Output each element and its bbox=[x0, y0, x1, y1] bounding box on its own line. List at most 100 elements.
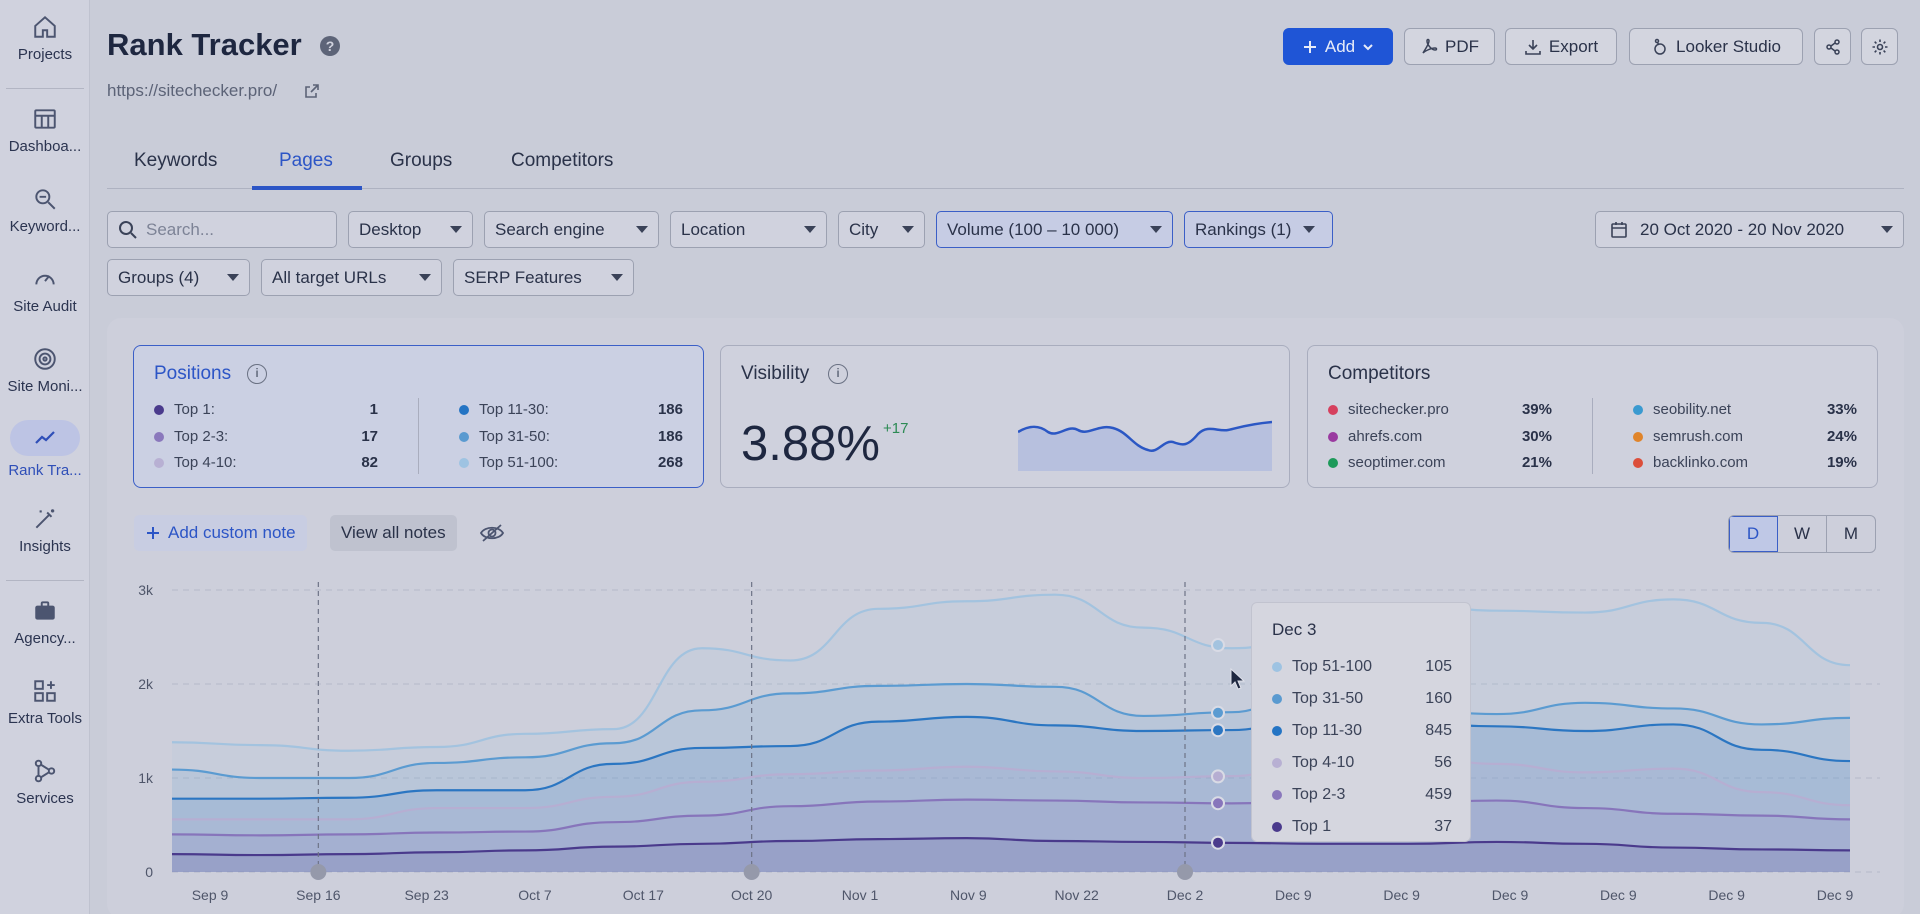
info-icon[interactable]: i bbox=[247, 364, 267, 384]
gear-icon bbox=[1872, 39, 1887, 54]
rankings-filter[interactable]: Rankings (1) bbox=[1184, 211, 1333, 248]
tooltip-label: Top 4-10 bbox=[1292, 754, 1355, 771]
series-line[interactable] bbox=[171, 798, 1851, 837]
settings-button[interactable] bbox=[1861, 28, 1898, 65]
sidebar-item-agency[interactable]: Agency... bbox=[0, 598, 90, 647]
export-button[interactable]: Export bbox=[1505, 28, 1617, 65]
add-custom-note-button[interactable]: Add custom note bbox=[134, 515, 307, 551]
note-marker-icon[interactable] bbox=[1177, 864, 1193, 880]
tab-pages[interactable]: Pages bbox=[279, 150, 333, 171]
legend-dot bbox=[154, 457, 164, 468]
info-icon[interactable]: i bbox=[828, 364, 848, 384]
magic-wand-icon bbox=[35, 509, 55, 529]
tab-competitors[interactable]: Competitors bbox=[511, 150, 614, 171]
tooltip-label: Top 2-3 bbox=[1292, 786, 1346, 803]
legend-dot bbox=[1272, 726, 1282, 736]
volume-filter[interactable]: Volume (100 – 10 000) bbox=[936, 211, 1173, 248]
granularity-week[interactable]: W bbox=[1778, 516, 1827, 552]
row-value: 1 bbox=[369, 401, 378, 418]
date-range-label: 20 Oct 2020 - 20 Nov 2020 bbox=[1640, 219, 1845, 239]
competitor-row: seobility.net 33% bbox=[1633, 401, 1857, 418]
location-filter[interactable]: Location bbox=[670, 211, 827, 248]
legend-dot bbox=[459, 404, 469, 415]
sidebar-item-site-monitoring[interactable]: Site Moni... bbox=[0, 346, 90, 395]
tooltip-date: Dec 3 bbox=[1272, 620, 1317, 639]
series-line[interactable] bbox=[171, 712, 1851, 800]
eye-off-icon[interactable] bbox=[479, 523, 505, 543]
add-note-label: Add custom note bbox=[168, 523, 296, 542]
search-engine-filter[interactable]: Search engine bbox=[484, 211, 659, 248]
serp-features-filter[interactable]: SERP Features bbox=[453, 259, 634, 296]
view-notes-label: View all notes bbox=[341, 523, 446, 542]
search-input[interactable]: Search... bbox=[107, 211, 337, 248]
row-label: Top 4-10: bbox=[174, 454, 237, 471]
series-line[interactable] bbox=[172, 754, 1851, 821]
home-icon bbox=[34, 15, 56, 38]
row-label: Top 2-3: bbox=[174, 428, 229, 445]
positions-card[interactable]: Positions i Top 1: 1 Top 2-3: 17 Top 4-10:… bbox=[133, 345, 704, 488]
monitor-icon bbox=[34, 348, 56, 370]
legend-dot bbox=[1272, 758, 1282, 768]
looker-icon bbox=[1654, 38, 1666, 55]
sidebar-item-services[interactable]: Services bbox=[0, 758, 90, 807]
trend-line-icon bbox=[35, 431, 55, 444]
legend-dot bbox=[1328, 431, 1338, 442]
pdf-icon bbox=[1422, 38, 1438, 54]
gauge-icon bbox=[35, 274, 55, 285]
rank-chart[interactable]: 0 1k 2k 3k Sep 9 Sep 16 Sep 23 Oct 7 Oct 17 Oct … bbox=[107, 570, 1904, 910]
series-line[interactable] bbox=[171, 593, 1851, 752]
sidebar-item-keywords[interactable]: Keyword... bbox=[0, 186, 90, 235]
sidebar-item-rank-tracker[interactable]: Rank Tra... bbox=[0, 420, 90, 479]
legend-dot bbox=[1328, 457, 1338, 468]
looker-studio-button[interactable]: Looker Studio bbox=[1629, 28, 1803, 65]
row-label: seobility.net bbox=[1653, 401, 1732, 418]
positions-row: Top 4-10: 82 bbox=[154, 454, 378, 471]
note-marker-icon[interactable] bbox=[310, 864, 327, 880]
series-line[interactable] bbox=[171, 680, 1851, 780]
project-url[interactable]: https://sitechecker.pro/ bbox=[107, 81, 278, 100]
visibility-card[interactable]: Visibility i 3.88% +17 bbox=[720, 345, 1290, 488]
sidebar-item-insights[interactable]: Insights bbox=[0, 506, 90, 555]
row-label: backlinko.com bbox=[1653, 454, 1749, 471]
sidebar-item-label: Rank Tra... bbox=[8, 462, 82, 479]
device-filter-label: Desktop bbox=[359, 219, 422, 239]
hover-point bbox=[1211, 638, 1225, 653]
series-area bbox=[172, 838, 1850, 872]
city-filter[interactable]: City bbox=[838, 211, 925, 248]
row-label: Top 31-50: bbox=[479, 428, 550, 445]
date-range-picker[interactable]: 20 Oct 2020 - 20 Nov 2020 bbox=[1595, 211, 1904, 248]
note-marker-icon[interactable] bbox=[743, 864, 760, 880]
tab-groups[interactable]: Groups bbox=[390, 150, 453, 171]
x-tick-label: Dec 9 bbox=[1708, 887, 1745, 903]
sidebar-item-extra-tools[interactable]: Extra Tools bbox=[0, 678, 90, 727]
sidebar-item-projects[interactable]: Projects bbox=[0, 14, 90, 63]
granularity-month[interactable]: M bbox=[1843, 524, 1859, 543]
external-link-icon[interactable] bbox=[304, 83, 320, 99]
engine-filter-label: Search engine bbox=[495, 219, 605, 239]
groups-filter[interactable]: Groups (4) bbox=[107, 259, 250, 296]
share-button[interactable] bbox=[1814, 28, 1851, 65]
sidebar-item-dashboard[interactable]: Dashboa... bbox=[0, 106, 90, 155]
sidebar-item-site-audit[interactable]: Site Audit bbox=[0, 266, 90, 315]
add-button[interactable]: Add bbox=[1283, 28, 1393, 65]
granularity-toggle: D W M bbox=[1728, 515, 1876, 553]
row-value: 186 bbox=[657, 428, 683, 445]
active-tab-indicator bbox=[252, 186, 362, 190]
pdf-button[interactable]: PDF bbox=[1404, 28, 1495, 65]
view-all-notes-button[interactable]: View all notes bbox=[330, 515, 457, 551]
help-icon[interactable]: ? bbox=[320, 36, 340, 56]
chevron-down-icon bbox=[1363, 43, 1373, 50]
sidebar-divider bbox=[6, 88, 84, 89]
sidebar-item-label: Services bbox=[16, 790, 74, 807]
location-filter-label: Location bbox=[681, 219, 746, 239]
device-filter[interactable]: Desktop bbox=[348, 211, 473, 248]
granularity-day[interactable]: D bbox=[1729, 516, 1778, 552]
search-icon bbox=[119, 220, 137, 239]
competitors-card[interactable]: Competitors sitechecker.pro 39% ahrefs.co… bbox=[1307, 345, 1878, 488]
series-line[interactable] bbox=[171, 837, 1851, 857]
target-urls-filter[interactable]: All target URLs bbox=[261, 259, 442, 296]
chevron-down-icon bbox=[636, 226, 648, 233]
tooltip-value: 845 bbox=[1425, 722, 1452, 739]
tooltip-value: 37 bbox=[1434, 818, 1452, 835]
tab-keywords[interactable]: Keywords bbox=[134, 150, 218, 171]
